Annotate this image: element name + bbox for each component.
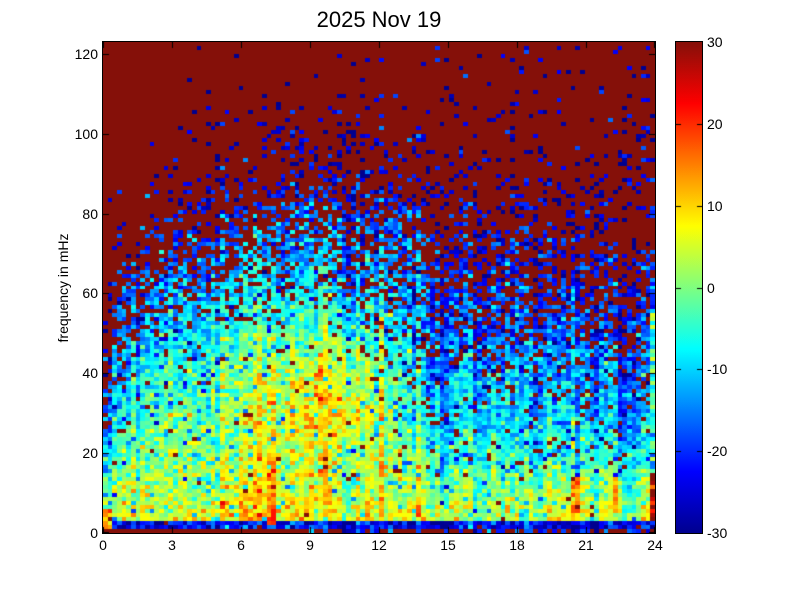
colorbar-tick-label: -30 [707,525,728,541]
x-tick-label: 6 [237,537,245,553]
x-tick-label: 24 [647,537,663,553]
colorbar-tick-label: 10 [707,197,723,214]
colorbar [675,41,703,534]
x-tick-label: 0 [99,537,107,553]
y-tick-label: 60 [82,285,98,302]
colorbar-tick-label: -20 [707,443,728,460]
y-tick-label: 0 [90,525,98,541]
colorbar-tick-label: 20 [707,115,723,132]
y-tick-label: 100 [74,125,98,142]
x-tick-label: 12 [371,537,387,553]
plot-area [102,41,656,534]
chart-title: 2025 Nov 19 [316,7,442,32]
y-tick-label: 80 [82,205,98,222]
x-tick-label: 18 [509,537,525,553]
x-tick-label: 21 [578,537,594,553]
x-tick-label: 9 [306,537,314,553]
x-tick-label: 15 [440,537,456,553]
colorbar-tick-label: 30 [707,34,723,50]
y-tick-label: 20 [82,445,98,462]
colorbar-tick-label: 0 [707,279,715,296]
colorbar-tick-label: -10 [707,361,728,378]
y-tick-label: 40 [82,365,98,382]
x-tick-label: 3 [168,537,176,553]
colorbar-canvas [676,42,702,533]
heatmap-canvas [103,42,655,533]
y-tick-label: 120 [74,45,98,62]
